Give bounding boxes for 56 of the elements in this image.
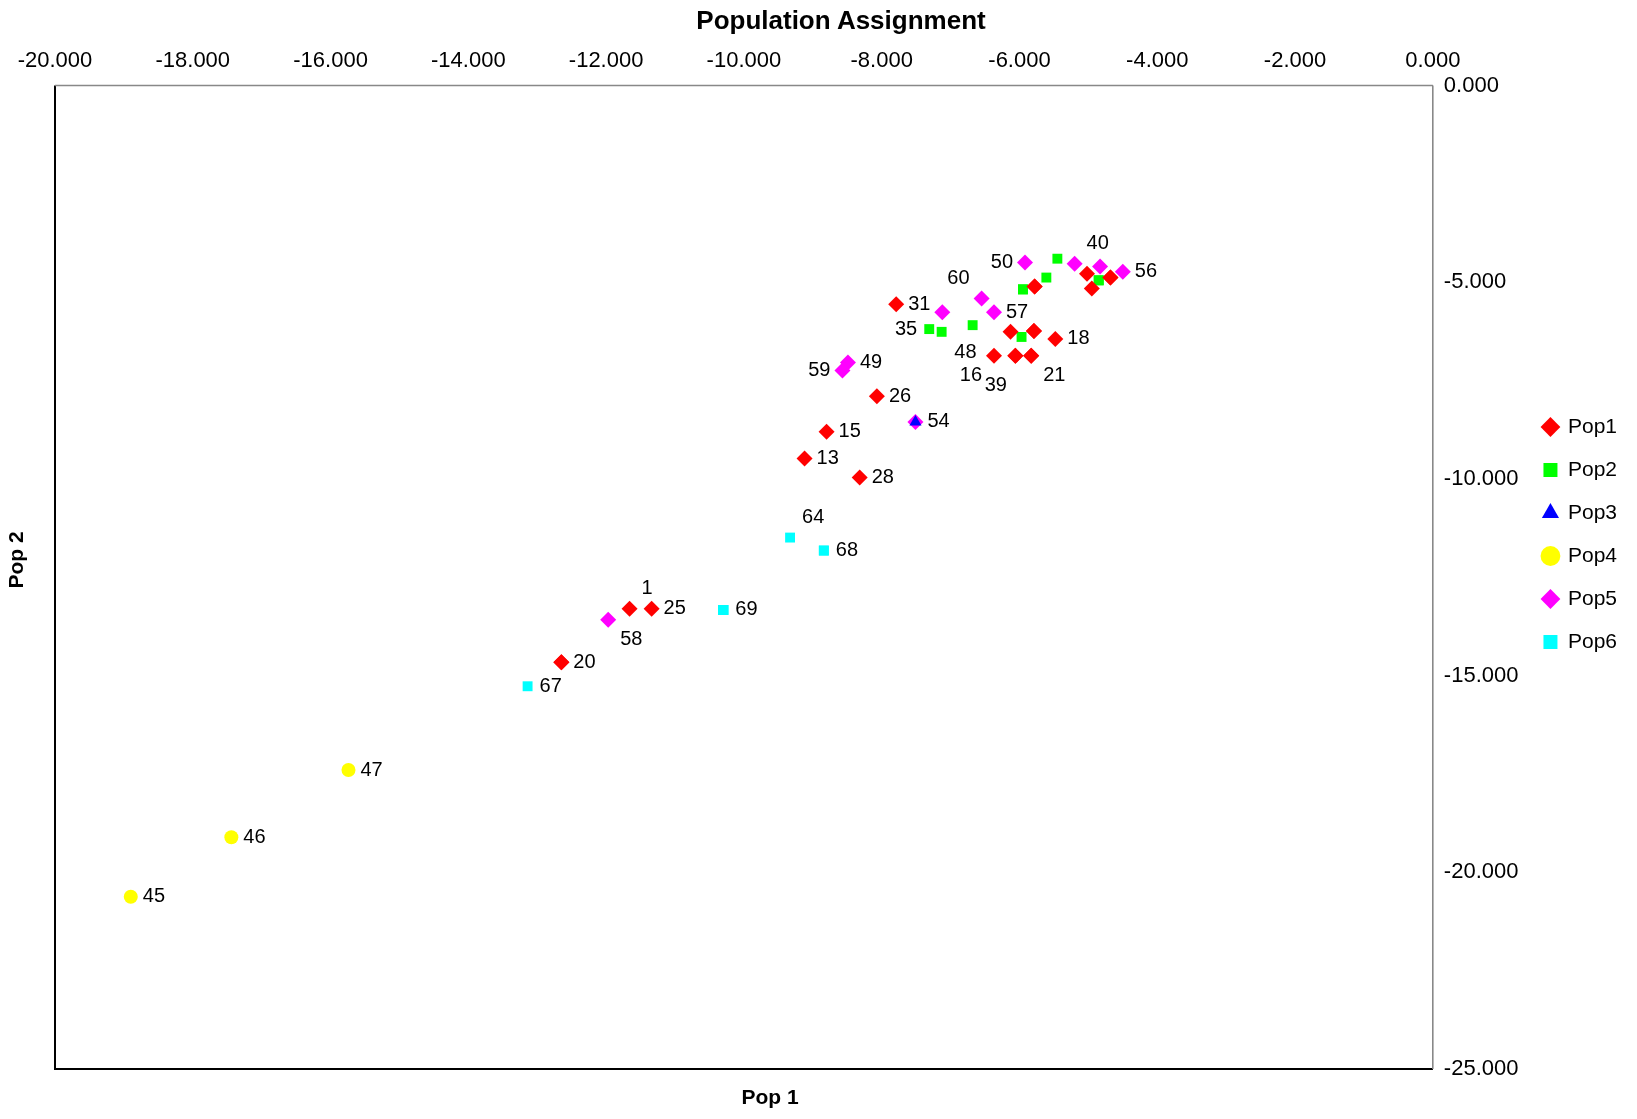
x-tick-label: -2.000 (1263, 47, 1327, 73)
y-tick-label: -20.000 (1443, 858, 1519, 884)
annotation: 45 (142, 884, 166, 907)
annotation: 21 (1043, 363, 1066, 386)
y-tick-label: -5.000 (1443, 268, 1507, 294)
x-tick-label: -4.000 (1126, 47, 1189, 73)
y-axis-title: Pop 2 (4, 531, 28, 589)
annotation: 59 (808, 357, 831, 380)
annotation: 64 (802, 505, 825, 528)
x-tick-label: -16.000 (293, 47, 368, 73)
y-tick-label: -25.000 (1443, 1055, 1519, 1081)
annotation: 35 (894, 316, 918, 339)
x-tick-label: -18.000 (155, 47, 231, 73)
legend-label: Pop1 (1567, 413, 1617, 437)
legend-label: Pop2 (1567, 456, 1617, 480)
annotation: 54 (927, 409, 950, 432)
annotation: 26 (888, 383, 912, 406)
annotation: 67 (539, 673, 562, 696)
annotation: 18 (1067, 326, 1090, 349)
legend-label: Pop5 (1567, 585, 1617, 609)
chart-title: Population Assignment (696, 4, 987, 35)
annotation: 56 (1134, 259, 1158, 282)
legend-label: Pop3 (1567, 499, 1617, 523)
legend-label: Pop6 (1567, 628, 1617, 652)
y-tick-label: 0.000 (1443, 71, 1499, 97)
annotation: 58 (620, 627, 643, 650)
annotation: 1 (641, 576, 653, 599)
annotation: 46 (243, 824, 266, 847)
annotation: 57 (1006, 299, 1029, 322)
annotation: 15 (838, 419, 861, 442)
annotation: 69 (735, 597, 758, 620)
x-tick-label: -10.000 (706, 47, 782, 73)
x-tick-label: -8.000 (850, 47, 913, 73)
x-axis-title: Pop 1 (740, 1085, 800, 1109)
y-tick-label: -10.000 (1443, 465, 1519, 491)
annotation: 40 (1086, 231, 1109, 254)
annotation: 13 (816, 446, 839, 469)
x-tick-label: 0.000 (1405, 47, 1461, 73)
x-tick-label: -14.000 (431, 47, 506, 73)
annotation: 20 (573, 649, 596, 672)
y-tick-label: -15.000 (1443, 661, 1519, 687)
annotation: 49 (859, 350, 883, 373)
annotation: 39 (984, 372, 1007, 395)
annotation: 16 (959, 363, 982, 386)
x-tick-label: -20.000 (17, 47, 93, 73)
annotation: 50 (990, 250, 1013, 273)
x-tick-label: -12.000 (568, 47, 644, 73)
annotation: 25 (663, 596, 686, 619)
annotation: 48 (954, 339, 977, 362)
annotation: 68 (835, 538, 859, 561)
annotation: 60 (947, 265, 970, 288)
legend-label: Pop4 (1567, 542, 1618, 566)
annotation: 31 (908, 291, 931, 314)
annotation: 47 (360, 757, 383, 780)
x-tick-label: -6.000 (988, 47, 1051, 73)
annotation: 28 (871, 464, 894, 487)
